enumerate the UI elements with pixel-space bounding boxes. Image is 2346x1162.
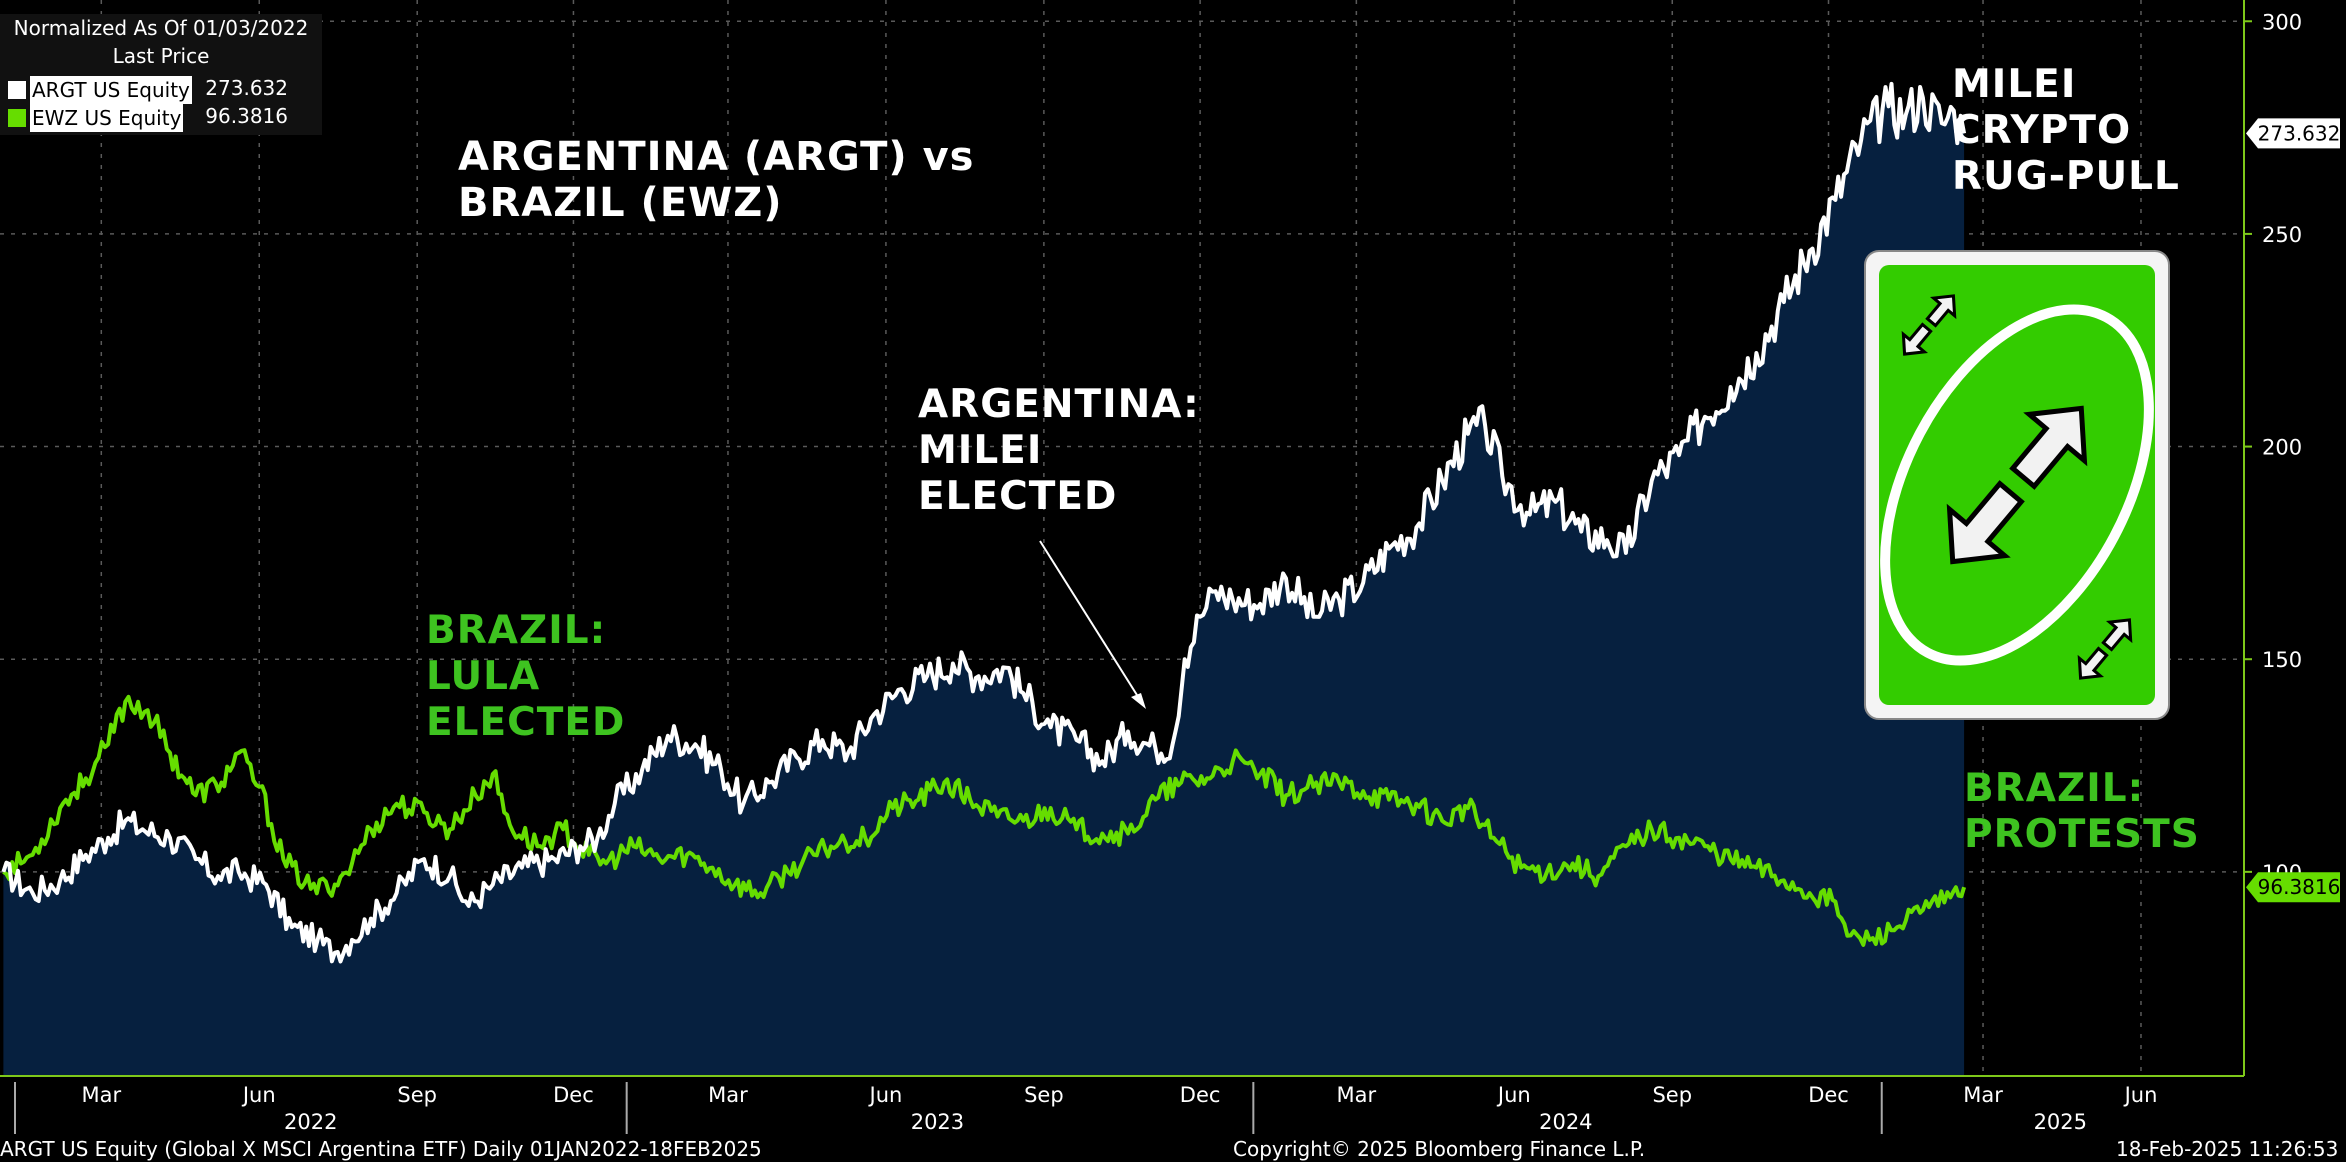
- footer-copyright: Copyright© 2025 Bloomberg Finance L.P.: [1233, 1137, 1646, 1161]
- argt-area-fill: [3, 83, 1965, 1076]
- legend-item-ewz: EWZ US Equity: [8, 102, 184, 132]
- x-tick-label: Mar: [1337, 1083, 1377, 1107]
- x-tick-label: Mar: [81, 1083, 121, 1107]
- x-tick-label: Jun: [1496, 1083, 1531, 1107]
- annotation-arrow: [1039, 540, 1146, 709]
- legend-ewz-name: EWZ US Equity: [30, 103, 184, 132]
- legend-argt-name: ARGT US Equity: [30, 75, 192, 104]
- legend-subheader: Last Price: [112, 44, 210, 68]
- ewz-swatch: [8, 108, 26, 127]
- annotation-rug-pull: MILEI CRYPTO RUG-PULL: [1952, 62, 2180, 199]
- x-tick-label: Jun: [241, 1083, 276, 1107]
- x-tick-label: Dec: [1180, 1083, 1221, 1107]
- legend-item-argt: ARGT US Equity: [8, 74, 192, 104]
- y-tick-label: 200: [2262, 436, 2302, 460]
- argt-swatch: [8, 80, 26, 99]
- tag-background: [2246, 872, 2340, 903]
- legend-ewz-value: 96.3816: [205, 104, 288, 128]
- legend-argt-value: 273.632: [205, 76, 288, 100]
- x-year-label: 2023: [911, 1110, 964, 1134]
- legend: Normalized As Of 01/03/2022 Last Price A…: [0, 14, 322, 135]
- series-line-ewz: [2, 694, 1967, 947]
- annotation-protests: BRAZIL: PROTESTS: [1964, 766, 2200, 857]
- x-tick-label: Sep: [397, 1083, 437, 1107]
- last-value-tag-argt: 273.632: [2246, 118, 2341, 149]
- uno-reverse-card-icon: [1864, 250, 2170, 720]
- x-tick-label: Dec: [553, 1083, 594, 1107]
- y-tick-label: 250: [2262, 223, 2302, 247]
- x-tick-label: Jun: [868, 1083, 903, 1107]
- footer-timestamp: 18-Feb-2025 11:26:53: [2116, 1137, 2339, 1161]
- axes: 300250200150100MarJunSepDecMarJunSepDecM…: [0, 0, 2340, 1134]
- x-year-label: 2022: [284, 1110, 337, 1134]
- x-tick-label: Mar: [1963, 1083, 2003, 1107]
- annotation-lula-elected: BRAZIL: LULA ELECTED: [426, 608, 626, 745]
- x-tick-label: Jun: [2123, 1083, 2158, 1107]
- tag-label: 273.632: [2258, 121, 2341, 145]
- x-year-label: 2024: [1539, 1110, 1592, 1134]
- y-tick-label: 300: [2262, 10, 2302, 34]
- y-tick-label: 150: [2262, 648, 2302, 672]
- legend-header: Normalized As Of 01/03/2022: [13, 16, 309, 40]
- footer-source: ARGT US Equity (Global X MSCI Argentina …: [0, 1137, 762, 1161]
- annotation-milei-elected: ARGENTINA: MILEI ELECTED: [918, 382, 1200, 519]
- x-tick-label: Dec: [1808, 1083, 1849, 1107]
- last-value-tag-ewz: 96.3816: [2246, 872, 2341, 903]
- series-line-argt: [1, 81, 1967, 964]
- chart-title: ARGENTINA (ARGT) vs BRAZIL (EWZ): [458, 134, 975, 226]
- x-tick-label: Mar: [708, 1083, 748, 1107]
- tag-background: [2246, 118, 2340, 149]
- x-tick-label: Sep: [1652, 1083, 1692, 1107]
- tag-label: 96.3816: [2258, 875, 2341, 899]
- x-tick-label: Sep: [1024, 1083, 1064, 1107]
- x-year-label: 2025: [2034, 1110, 2087, 1134]
